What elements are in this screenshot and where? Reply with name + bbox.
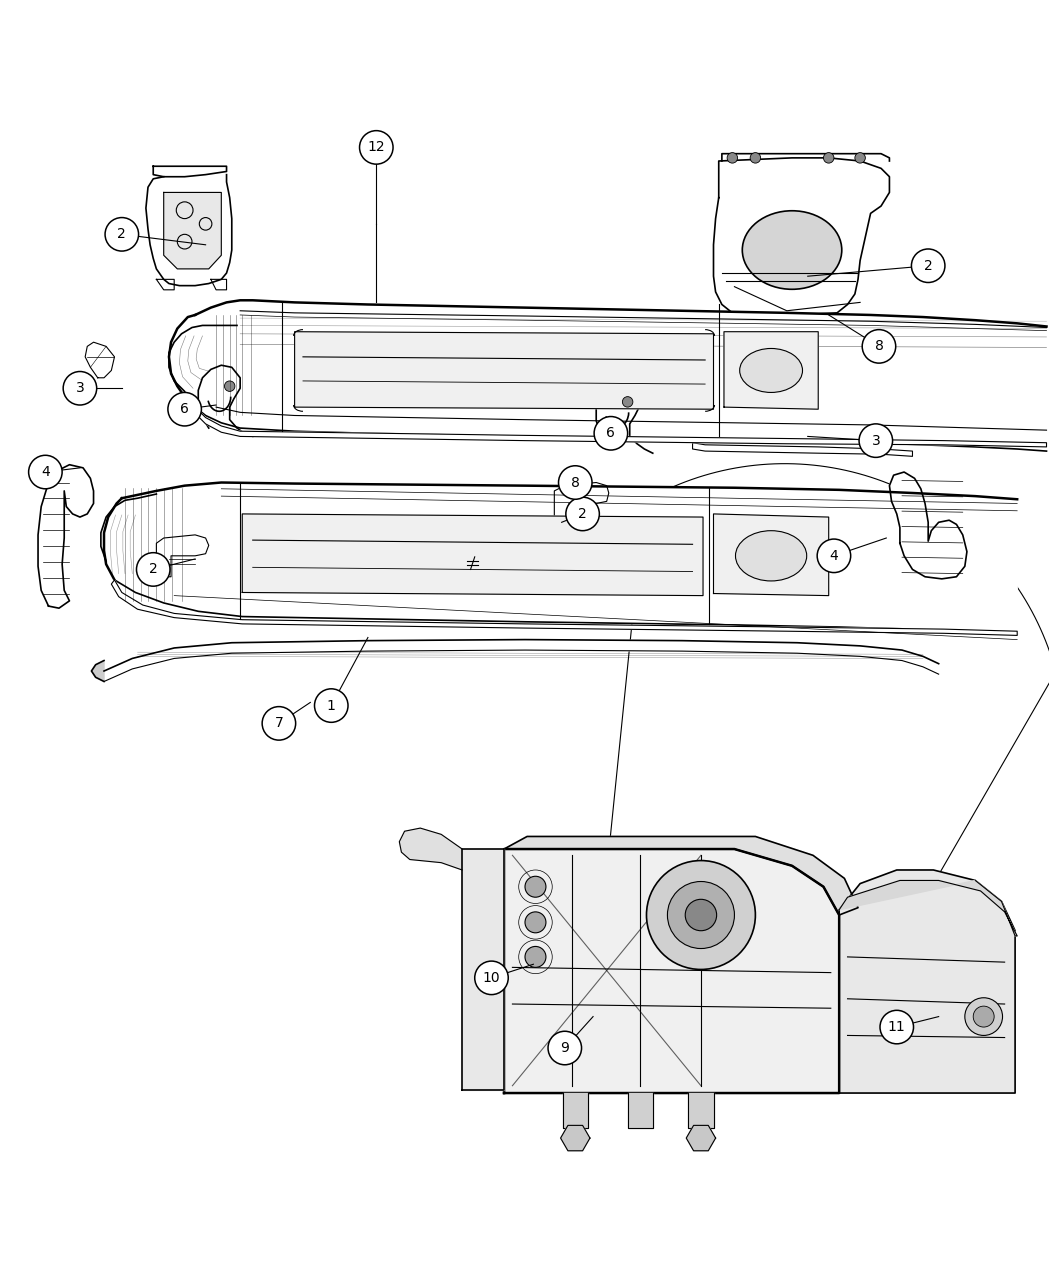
Polygon shape [462,849,504,1090]
Circle shape [911,249,945,283]
Ellipse shape [742,210,842,289]
Ellipse shape [739,348,802,393]
Text: 8: 8 [875,339,883,353]
Circle shape [727,153,737,163]
Circle shape [566,497,600,530]
Polygon shape [85,342,114,377]
Circle shape [475,961,508,994]
Circle shape [965,998,1003,1035]
Polygon shape [146,175,232,286]
Circle shape [559,465,592,500]
Polygon shape [554,482,609,524]
Circle shape [262,706,296,739]
Polygon shape [563,1093,588,1127]
Circle shape [28,455,62,488]
Circle shape [817,539,850,572]
Polygon shape [722,154,889,161]
Polygon shape [153,166,227,177]
Polygon shape [104,640,939,681]
Polygon shape [111,580,1017,635]
Text: 1: 1 [327,699,336,713]
Polygon shape [504,849,839,1093]
Polygon shape [687,1126,716,1151]
Text: 8: 8 [571,476,580,490]
Polygon shape [243,514,704,595]
Polygon shape [839,870,1015,1093]
Circle shape [855,153,865,163]
Text: 3: 3 [872,434,880,448]
Polygon shape [596,382,653,453]
Circle shape [750,153,760,163]
Polygon shape [164,193,222,269]
Text: 6: 6 [607,426,615,440]
Polygon shape [714,514,828,595]
Ellipse shape [735,530,806,581]
Circle shape [525,912,546,933]
Text: 2: 2 [579,507,587,521]
Polygon shape [114,482,1017,635]
Circle shape [225,381,235,391]
Text: 9: 9 [561,1040,569,1054]
Text: 12: 12 [368,140,385,154]
Polygon shape [156,536,209,576]
Circle shape [862,330,896,363]
Text: 11: 11 [888,1020,906,1034]
Polygon shape [190,397,1047,448]
Circle shape [880,1010,914,1044]
Circle shape [359,130,393,164]
Polygon shape [91,660,104,681]
Polygon shape [628,1093,653,1127]
Circle shape [105,218,139,251]
Text: 4: 4 [41,465,49,479]
Text: 4: 4 [830,548,838,562]
Circle shape [859,423,892,458]
Text: 3: 3 [76,381,84,395]
Text: 2: 2 [118,227,126,241]
Polygon shape [723,332,818,409]
Polygon shape [839,881,1017,936]
Text: 2: 2 [924,259,932,273]
Text: 6: 6 [181,402,189,416]
Circle shape [136,552,170,587]
Text: 7: 7 [274,717,284,731]
Text: 10: 10 [483,970,500,984]
Polygon shape [714,158,889,315]
Polygon shape [561,1126,590,1151]
Circle shape [823,153,834,163]
Circle shape [647,861,755,969]
Circle shape [594,417,628,450]
Circle shape [525,876,546,898]
Polygon shape [198,365,253,436]
Polygon shape [38,464,93,608]
Polygon shape [399,827,462,870]
Circle shape [686,899,717,931]
Polygon shape [689,1093,714,1127]
Circle shape [668,881,734,949]
Circle shape [623,397,633,407]
Circle shape [168,393,202,426]
Polygon shape [185,301,1047,451]
Text: 2: 2 [149,562,158,576]
Polygon shape [504,836,858,915]
Polygon shape [889,472,967,579]
Circle shape [548,1031,582,1065]
Polygon shape [295,332,714,409]
Polygon shape [693,442,912,456]
Circle shape [525,946,546,968]
Circle shape [973,1006,994,1028]
Circle shape [315,688,348,723]
Circle shape [63,371,97,405]
